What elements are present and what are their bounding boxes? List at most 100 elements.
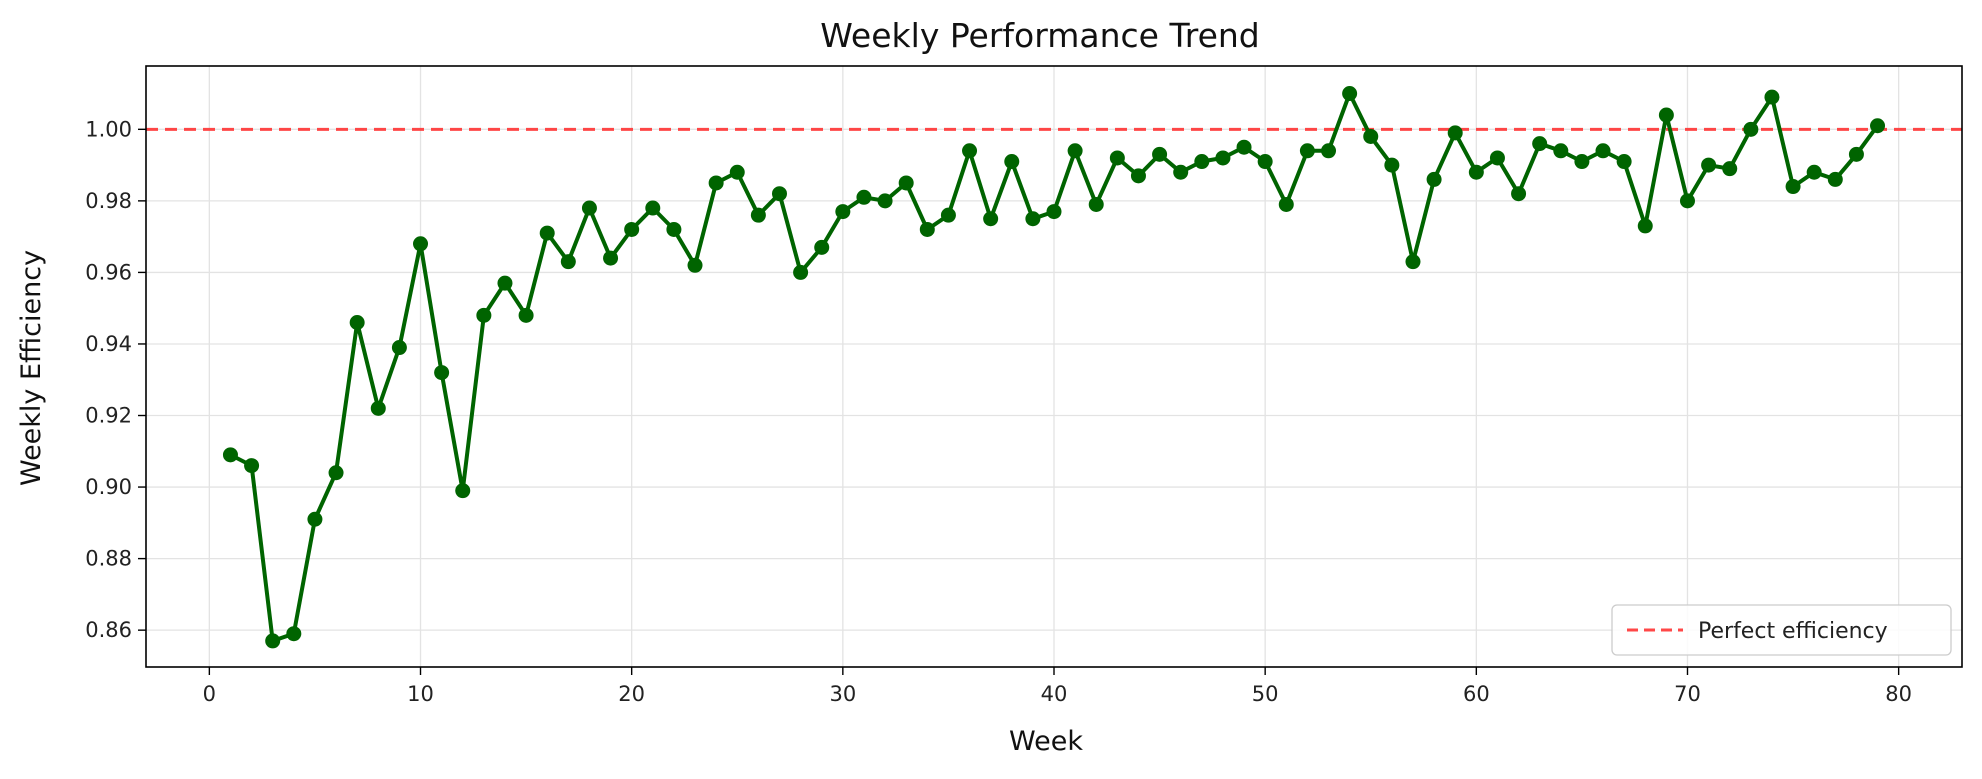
- data-point: [645, 200, 661, 216]
- data-point: [1764, 89, 1780, 105]
- data-point: [750, 207, 766, 223]
- data-point: [1004, 154, 1020, 170]
- data-point: [1321, 143, 1337, 159]
- data-point: [1827, 171, 1843, 187]
- data-point: [1236, 139, 1252, 155]
- x-axis-title: Week: [1009, 726, 1083, 757]
- x-tick-label: 0: [203, 682, 216, 706]
- data-point: [1848, 146, 1864, 162]
- y-tick-label: 0.88: [85, 547, 132, 571]
- y-tick-label: 0.86: [85, 618, 132, 642]
- data-point: [1173, 164, 1189, 180]
- data-point: [856, 189, 872, 205]
- data-point: [1046, 204, 1062, 220]
- legend-box: [1611, 604, 1952, 656]
- data-point: [455, 483, 471, 499]
- data-point: [624, 221, 640, 237]
- x-tick-label: 60: [1463, 682, 1490, 706]
- data-point: [708, 175, 724, 191]
- data-point: [1468, 164, 1484, 180]
- data-point: [919, 221, 935, 237]
- data-point: [1067, 143, 1083, 159]
- chart-title: Weekly Performance Trend: [820, 16, 1260, 55]
- data-point: [771, 186, 787, 202]
- x-tick-label: 70: [1674, 682, 1701, 706]
- data-point: [1595, 143, 1611, 159]
- legend-label-perfect-efficiency: Perfect efficiency: [1698, 619, 1888, 644]
- data-point: [940, 207, 956, 223]
- data-point: [687, 257, 703, 273]
- data-point: [307, 511, 323, 527]
- grid-lines: [146, 66, 1962, 667]
- data-point: [265, 633, 281, 649]
- data-point: [814, 239, 830, 255]
- data-point: [434, 365, 450, 381]
- x-tick-label: 10: [407, 682, 434, 706]
- data-point: [349, 314, 365, 330]
- data-point: [1447, 125, 1463, 141]
- data-point: [1342, 86, 1358, 102]
- data-point: [518, 307, 534, 323]
- data-point: [1532, 136, 1548, 152]
- data-point: [983, 211, 999, 227]
- data-point: [1194, 154, 1210, 170]
- data-point: [1743, 121, 1759, 137]
- y-tick-label: 0.92: [85, 404, 132, 428]
- data-point: [793, 264, 809, 280]
- legend: Perfect efficiency: [1611, 604, 1952, 656]
- data-point: [539, 225, 555, 241]
- data-point: [244, 458, 260, 474]
- data-point: [1722, 161, 1738, 177]
- data-point: [666, 221, 682, 237]
- data-point: [1109, 150, 1125, 166]
- x-tick-label: 30: [829, 682, 856, 706]
- data-point: [1363, 128, 1379, 144]
- data-point: [1088, 196, 1104, 212]
- data-point: [391, 340, 407, 356]
- data-point: [1384, 157, 1400, 173]
- data-point: [1701, 157, 1717, 173]
- data-point: [962, 143, 978, 159]
- data-point: [286, 626, 302, 642]
- data-point: [1130, 168, 1146, 184]
- x-tick-label: 80: [1885, 682, 1912, 706]
- data-series: [222, 86, 1886, 649]
- data-point: [1679, 193, 1695, 209]
- axis-ticks: 0 10 20 30 40 50 60 70 80 0.86 0.88 0.90 0.92 0.94 0.9…: [85, 117, 1912, 706]
- y-tick-label: 0.94: [85, 332, 132, 356]
- data-point: [1299, 143, 1315, 159]
- data-point: [1658, 107, 1674, 123]
- data-point: [1553, 143, 1569, 159]
- data-point: [1152, 146, 1168, 162]
- data-point: [370, 400, 386, 416]
- y-tick-label: 0.90: [85, 475, 132, 499]
- data-point: [328, 465, 344, 481]
- data-point: [1215, 150, 1231, 166]
- data-point: [1785, 179, 1801, 195]
- data-point: [1489, 150, 1505, 166]
- data-point: [1637, 218, 1653, 234]
- data-point: [413, 236, 429, 252]
- y-tick-label: 0.96: [85, 260, 132, 284]
- data-point: [603, 250, 619, 266]
- x-tick-label: 50: [1252, 682, 1279, 706]
- data-point: [898, 175, 914, 191]
- data-point: [1511, 186, 1527, 202]
- data-point: [1257, 154, 1273, 170]
- y-tick-label: 0.98: [85, 189, 132, 213]
- data-point: [877, 193, 893, 209]
- data-point: [581, 200, 597, 216]
- data-point: [1870, 118, 1886, 134]
- data-point: [1405, 254, 1421, 270]
- data-point: [1278, 196, 1294, 212]
- data-point: [1574, 154, 1590, 170]
- data-point: [1426, 171, 1442, 187]
- data-point: [835, 204, 851, 220]
- y-axis-title: Weekly Efficiency: [16, 250, 47, 486]
- data-point: [1616, 154, 1632, 170]
- data-point: [497, 275, 513, 291]
- data-point: [476, 307, 492, 323]
- data-point: [222, 447, 238, 463]
